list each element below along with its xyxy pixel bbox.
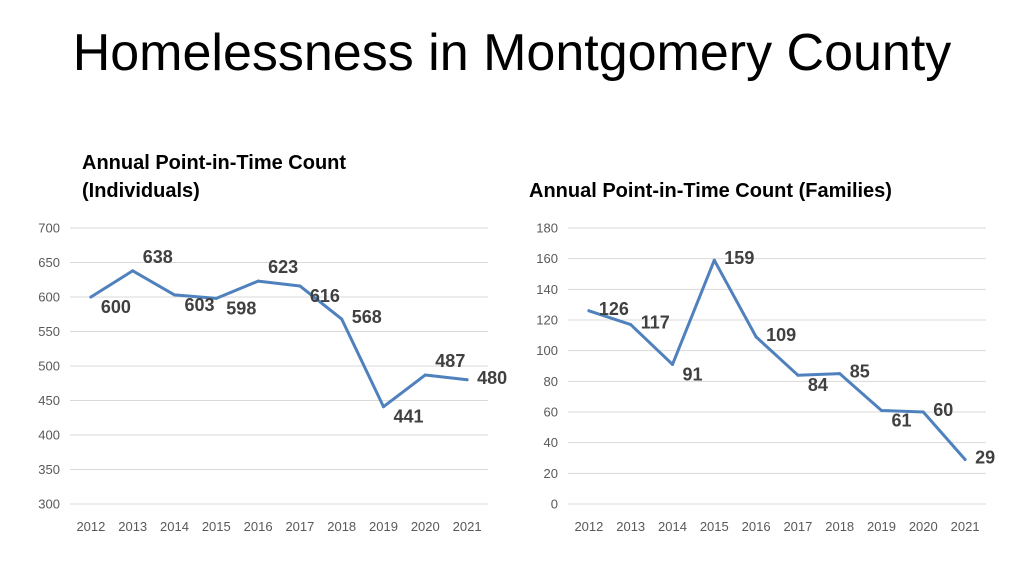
series-line	[89, 269, 469, 409]
data-point	[880, 408, 883, 412]
data-label: 480	[477, 368, 507, 388]
data-point	[671, 362, 674, 366]
x-tick-label: 2021	[453, 519, 482, 534]
y-tick-label: 60	[544, 405, 558, 420]
data-point	[298, 284, 302, 288]
x-tick-label: 2016	[742, 519, 771, 534]
x-tick-label: 2013	[118, 519, 147, 534]
data-point	[89, 295, 93, 299]
data-point	[382, 405, 385, 409]
data-point	[465, 378, 469, 382]
y-tick-label: 40	[544, 435, 558, 450]
x-tick-label: 2016	[244, 519, 273, 534]
data-point	[131, 269, 135, 273]
data-label: 85	[850, 362, 870, 382]
x-tick-label: 2014	[658, 519, 687, 534]
x-tick-label: 2012	[76, 519, 105, 534]
data-label: 109	[766, 325, 796, 345]
data-point	[838, 372, 842, 376]
x-tick-label: 2012	[574, 519, 603, 534]
data-label: 126	[599, 299, 629, 319]
data-label: 638	[143, 247, 173, 267]
x-tick-label: 2020	[909, 519, 938, 534]
x-tick-label: 2019	[867, 519, 896, 534]
y-tick-label: 180	[536, 221, 558, 236]
data-label: 61	[892, 410, 912, 430]
y-tick-label: 450	[38, 393, 60, 408]
x-tick-label: 2014	[160, 519, 189, 534]
y-tick-label: 400	[38, 428, 60, 443]
data-point	[796, 373, 800, 377]
y-tick-label: 100	[536, 343, 558, 358]
data-point	[214, 296, 218, 300]
series-line	[587, 258, 967, 462]
data-label: 117	[641, 313, 670, 333]
x-tick-label: 2017	[783, 519, 812, 534]
x-tick-label: 2015	[202, 519, 231, 534]
data-point	[754, 335, 758, 339]
x-tick-label: 2021	[951, 519, 980, 534]
y-tick-label: 80	[544, 374, 558, 389]
x-tick-label: 2018	[825, 519, 854, 534]
y-tick-label: 160	[536, 251, 558, 266]
x-tick-label: 2015	[700, 519, 729, 534]
y-tick-label: 650	[38, 255, 60, 270]
data-label: 598	[226, 298, 256, 318]
y-tick-label: 600	[38, 290, 60, 305]
data-label: 623	[268, 257, 298, 277]
data-label: 487	[435, 351, 465, 371]
data-point	[587, 309, 591, 313]
x-tick-label: 2017	[285, 519, 314, 534]
y-tick-label: 120	[536, 313, 558, 328]
data-point	[423, 373, 427, 377]
data-label: 29	[975, 448, 995, 468]
data-label: 84	[808, 375, 828, 395]
y-tick-label: 300	[38, 497, 60, 512]
data-point	[712, 258, 716, 262]
x-tick-label: 2013	[616, 519, 645, 534]
data-label: 568	[352, 307, 382, 327]
chart-title-individuals: Annual Point-in-Time Count (Individuals)	[82, 152, 347, 202]
slide-title: Homelessness in Montgomery County	[72, 24, 952, 82]
data-label: 60	[933, 400, 953, 420]
y-tick-label: 550	[38, 324, 60, 339]
data-label: 159	[724, 248, 754, 268]
y-tick-label: 0	[551, 497, 558, 512]
data-label: 91	[683, 364, 703, 384]
data-label: 441	[394, 407, 424, 427]
x-tick-label: 2019	[369, 519, 398, 534]
data-label: 600	[101, 297, 131, 317]
data-label: 616	[310, 286, 340, 306]
y-tick-label: 20	[544, 466, 558, 481]
data-point	[340, 317, 344, 321]
data-point	[921, 410, 925, 414]
data-point	[629, 323, 633, 327]
x-tick-label: 2018	[327, 519, 356, 534]
data-point	[256, 279, 260, 283]
x-tick-label: 2020	[411, 519, 440, 534]
y-tick-label: 350	[38, 462, 60, 477]
data-label: 603	[185, 295, 215, 315]
y-tick-label: 140	[536, 282, 558, 297]
chart-title-families: Annual Point-in-Time Count (Families)	[529, 180, 892, 202]
data-point	[963, 458, 967, 462]
data-point	[173, 293, 176, 297]
y-tick-label: 700	[38, 221, 60, 236]
y-tick-label: 500	[38, 359, 60, 374]
